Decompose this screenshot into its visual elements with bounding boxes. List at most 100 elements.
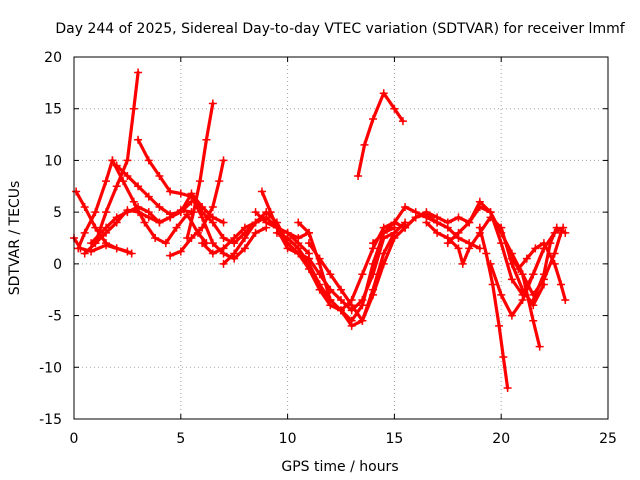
data-point xyxy=(411,213,420,222)
data-point xyxy=(240,244,249,253)
data-point xyxy=(337,306,345,315)
data-point xyxy=(369,259,378,268)
series-line xyxy=(254,210,311,256)
data-point xyxy=(347,301,356,310)
series-arc-08 xyxy=(112,161,228,227)
data-point xyxy=(531,244,540,253)
series-arc-29 xyxy=(514,239,570,305)
x-tick-label: 15 xyxy=(385,431,403,447)
data-point xyxy=(183,234,192,242)
data-point xyxy=(91,208,100,217)
data-point xyxy=(166,210,175,219)
data-point xyxy=(401,223,410,232)
data-point xyxy=(123,206,132,215)
data-point xyxy=(72,187,81,196)
data-point xyxy=(161,239,170,248)
data-point xyxy=(518,296,527,305)
data-point xyxy=(443,218,452,227)
data-point xyxy=(208,202,217,211)
data-point xyxy=(74,244,83,253)
data-point xyxy=(251,228,260,237)
chart-title: Day 244 of 2025, Sidereal Day-to-day VTE… xyxy=(55,21,625,37)
data-point xyxy=(155,202,164,211)
data-point xyxy=(102,177,111,186)
data-point xyxy=(219,244,228,253)
axis-ticks: 0 5 10 15 20 25 -15 -10 -5 0 5 10 15 20 xyxy=(39,50,617,447)
y-tick-label: -15 xyxy=(39,412,62,428)
data-point xyxy=(390,234,399,242)
data-point xyxy=(443,239,452,248)
data-point xyxy=(379,228,388,237)
data-point xyxy=(326,296,335,305)
data-point xyxy=(176,189,185,198)
y-axis-label: SDTVAR / TECUs xyxy=(7,181,23,296)
x-axis-label: GPS time / hours xyxy=(281,459,398,475)
data-point xyxy=(112,218,121,227)
series-line xyxy=(286,220,407,328)
data-point xyxy=(127,249,136,258)
plot-frame xyxy=(73,56,609,420)
data-point xyxy=(422,218,431,227)
data-point xyxy=(189,208,198,217)
y-tick-label: 5 xyxy=(53,205,62,221)
data-point xyxy=(507,254,516,263)
data-point xyxy=(198,213,207,222)
data-point xyxy=(354,171,363,180)
data-point xyxy=(379,259,388,268)
data-point xyxy=(266,208,275,217)
data-point xyxy=(304,265,313,274)
y-tick-label: -10 xyxy=(39,360,62,376)
data-point xyxy=(108,156,117,165)
data-point xyxy=(507,311,516,320)
data-point xyxy=(208,99,217,108)
data-point xyxy=(390,218,399,227)
data-point xyxy=(151,234,160,242)
data-point xyxy=(475,223,484,232)
data-point xyxy=(219,218,228,227)
data-point xyxy=(561,228,570,237)
data-point xyxy=(398,117,407,126)
data-point xyxy=(454,228,463,237)
series-line xyxy=(356,91,405,178)
x-tick-label: 0 xyxy=(70,431,79,447)
data-point xyxy=(80,202,89,211)
data-point xyxy=(102,228,111,237)
data-point xyxy=(465,244,474,253)
data-point xyxy=(379,89,388,98)
data-point xyxy=(272,228,281,237)
data-point xyxy=(294,218,303,227)
data-point xyxy=(495,321,504,330)
data-point xyxy=(458,259,467,268)
data-point xyxy=(337,285,345,294)
data-point xyxy=(486,259,495,268)
data-point xyxy=(369,115,378,124)
data-point xyxy=(546,239,555,248)
data-point xyxy=(557,280,566,289)
data-point xyxy=(134,182,143,191)
series-line xyxy=(478,226,510,390)
data-point xyxy=(208,218,217,227)
data-point xyxy=(144,156,153,165)
data-point xyxy=(304,239,313,248)
data-point xyxy=(518,270,527,279)
data-point xyxy=(482,249,491,258)
data-point xyxy=(134,68,143,77)
data-point xyxy=(304,228,313,237)
data-point xyxy=(91,223,100,232)
data-point xyxy=(198,239,207,248)
data-point xyxy=(497,290,506,299)
data-point xyxy=(208,249,217,258)
data-point xyxy=(240,223,249,232)
data-point xyxy=(315,285,324,294)
data-point xyxy=(360,140,369,149)
data-point xyxy=(522,254,531,263)
data-point xyxy=(475,197,484,206)
data-point xyxy=(497,223,506,232)
data-point xyxy=(123,171,132,180)
series-line xyxy=(110,158,208,245)
data-point xyxy=(433,228,442,237)
data-point xyxy=(140,218,149,227)
data-point xyxy=(561,296,570,305)
data-point xyxy=(119,177,128,186)
